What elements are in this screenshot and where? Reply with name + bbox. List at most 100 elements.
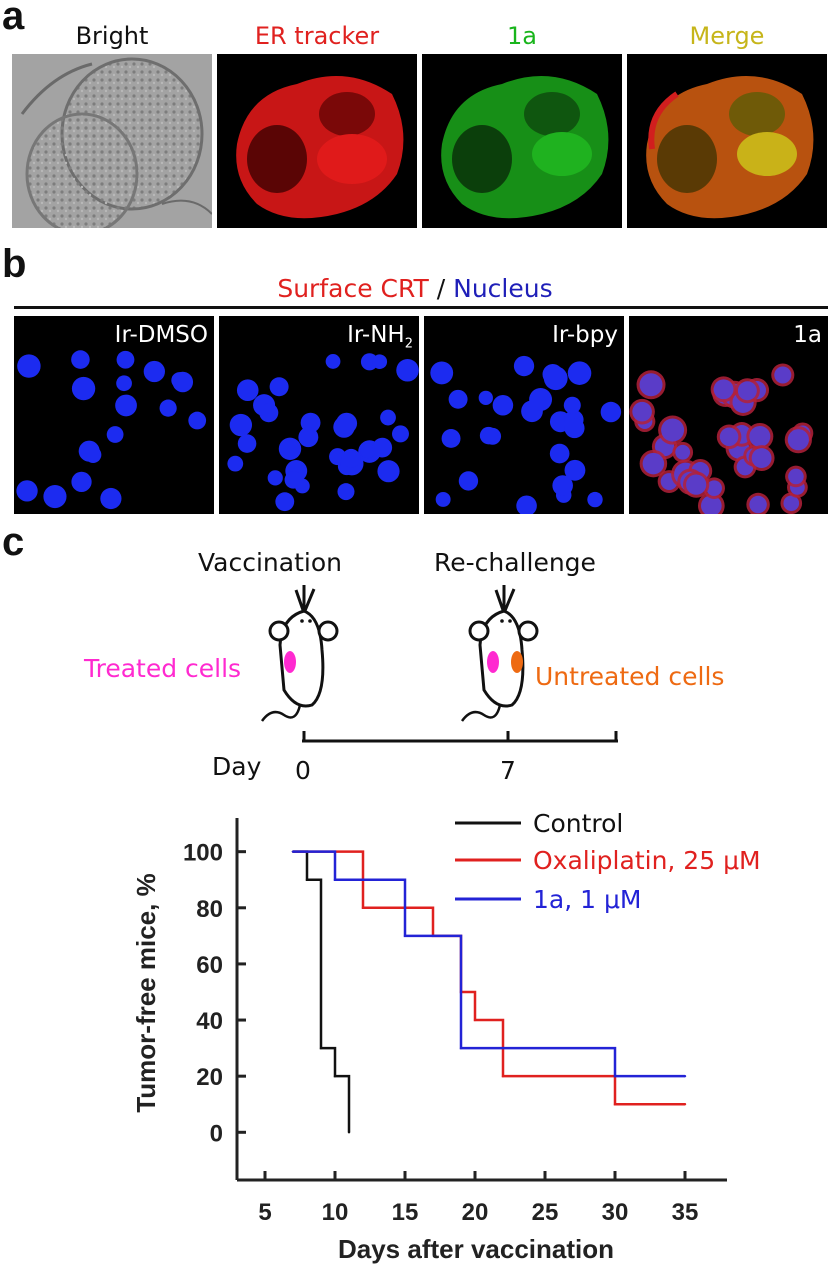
treatment-image-ir-nh2: Ir-NH2 [219, 316, 419, 514]
series-2-point [333, 878, 337, 881]
nucleus [783, 495, 800, 512]
rechallenge-label: Re-challenge [434, 548, 596, 577]
series-0-point [305, 878, 309, 881]
legend-label-2: 1a, 1 μM [533, 885, 641, 914]
nucleus [143, 360, 165, 383]
nucleus [16, 480, 38, 502]
nucleus [78, 440, 100, 462]
nucleus [360, 443, 376, 459]
series-1-point [473, 1018, 477, 1022]
day-timeline [302, 731, 618, 743]
day-tick-7: 7 [500, 756, 516, 785]
nucleus [441, 428, 461, 448]
nucleus [71, 471, 92, 493]
nucleus [341, 448, 361, 468]
nucleus [392, 425, 409, 443]
series-1-point [361, 906, 365, 909]
channel-label-merge: Merge [689, 22, 765, 50]
nucleus [587, 491, 603, 508]
er-tracker-image [217, 54, 417, 228]
nucleus [661, 418, 685, 442]
nucleus [632, 401, 652, 422]
treatment-label-ir-nh2: Ir-NH2 [347, 324, 413, 351]
x-tick-label: 25 [532, 1199, 559, 1226]
nucleus [236, 379, 259, 402]
nucleus [435, 492, 451, 507]
nucleus [751, 448, 772, 468]
nucleus-label: Nucleus [453, 274, 553, 303]
nucleus [71, 376, 96, 401]
series-2-point [613, 1074, 617, 1078]
series-2-point [291, 850, 295, 853]
series-0-point [347, 1131, 351, 1134]
panel-a-letter: a [2, 0, 25, 38]
nucleus [159, 399, 177, 417]
y-tick-label: 0 [210, 1120, 223, 1147]
nucleus [396, 359, 419, 382]
treatment-label-1a: 1a [793, 322, 822, 348]
series-line-0 [293, 850, 351, 1133]
nucleus [567, 361, 592, 385]
nucleus [278, 437, 302, 461]
nucleus [787, 429, 809, 451]
nucleus [100, 487, 122, 510]
panel-b-divider [14, 306, 828, 309]
nucleus [325, 354, 341, 369]
treated-cells-label: Treated cells [84, 654, 242, 683]
legend-label-1: Oxaliplatin, 25 μM [533, 846, 761, 875]
nucleus [336, 412, 358, 434]
series-0-point [319, 1046, 323, 1050]
nucleus [549, 443, 570, 464]
treated-cells-spot-vaccination [284, 651, 296, 673]
mouse-schematic [260, 585, 618, 743]
nucleus [106, 426, 124, 443]
nucleus [737, 381, 757, 401]
nucleus [749, 425, 771, 447]
merge-image [627, 54, 827, 228]
nucleus [116, 375, 132, 392]
channel-label-er-tracker: ER tracker [254, 22, 380, 50]
survival-chart: 0 20 40 60 80 100 5 10 15 20 25 30 35 Days after vacc… [131, 809, 761, 1264]
nucleus [675, 444, 691, 460]
panel-b-letter: b [2, 242, 27, 286]
untreated-cells-spot [511, 651, 523, 673]
nucleus [298, 427, 319, 448]
nucleus [458, 471, 479, 491]
series-2-point [459, 1046, 463, 1050]
nucleus [564, 459, 586, 481]
nucleus [639, 373, 663, 397]
title-separator: / [428, 274, 454, 303]
nucleus [259, 403, 279, 423]
nucleus [700, 495, 722, 514]
subscript-2: 2 [404, 336, 413, 352]
treated-cells-spot-rechallenge [487, 651, 499, 673]
series-1-point [613, 1103, 617, 1106]
nucleus [713, 379, 734, 400]
panel-c-letter: c [2, 520, 25, 564]
y-tick-label: 40 [196, 1008, 223, 1035]
nucleus [719, 427, 739, 447]
nucleus [116, 350, 135, 369]
nucleus [284, 471, 302, 489]
nucleus [269, 377, 289, 397]
nucleus [686, 474, 707, 495]
treatment-label-ir-dmso: Ir-DMSO [114, 322, 208, 348]
x-tick-label: 15 [392, 1199, 419, 1226]
nucleus [478, 390, 493, 405]
nucleus [529, 388, 553, 411]
series-line-2 [293, 850, 685, 1078]
nucleus [372, 437, 393, 458]
nucleus [706, 480, 722, 496]
y-tick-label: 20 [196, 1064, 223, 1091]
nucleus [479, 426, 498, 445]
treatment-image-ir-dmso: Ir-DMSO [14, 316, 214, 514]
nucleus [71, 350, 90, 369]
nucleus [516, 495, 537, 514]
nucleus [380, 409, 396, 426]
day-label: Day [212, 752, 262, 781]
vaccination-label: Vaccination [198, 548, 342, 577]
nucleus [267, 470, 283, 486]
nucleus [749, 495, 767, 514]
nucleus [563, 396, 581, 414]
nucleus [513, 355, 535, 377]
